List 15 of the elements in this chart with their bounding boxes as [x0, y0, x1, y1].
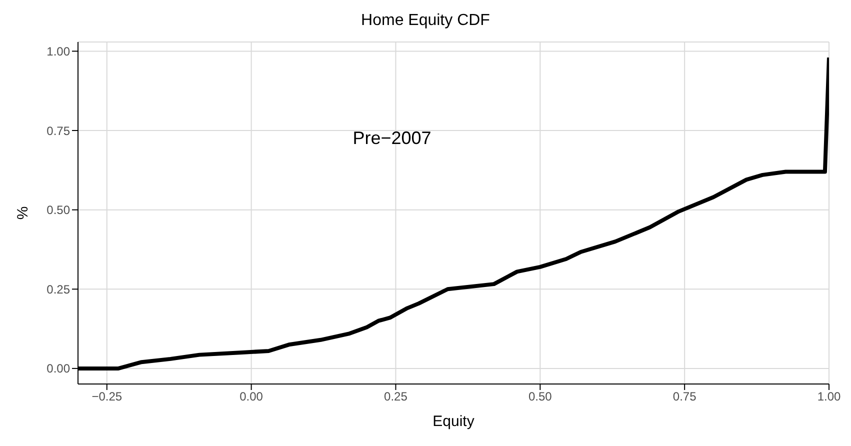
x-tick-label: −0.25 [92, 390, 122, 404]
x-axis-title: Equity [432, 413, 475, 430]
y-tick-label: 0.50 [46, 203, 70, 218]
chart-title: Home Equity CDF [360, 11, 491, 31]
x-tick-label: 0.50 [528, 390, 552, 404]
y-axis-title: % [14, 206, 32, 220]
y-tick-label: 1.00 [46, 44, 70, 58]
x-tick-label: 0.00 [240, 390, 264, 404]
x-tick-label: 0.25 [384, 390, 408, 404]
y-tick-label: 0.25 [46, 282, 70, 296]
x-tick-label: 1.00 [817, 390, 841, 404]
x-tick-label: 0.75 [672, 390, 697, 404]
annotation: Pre−2007 [352, 128, 432, 149]
y-tick-label: 0.00 [46, 362, 70, 376]
y-tick-label: 0.75 [46, 124, 70, 138]
